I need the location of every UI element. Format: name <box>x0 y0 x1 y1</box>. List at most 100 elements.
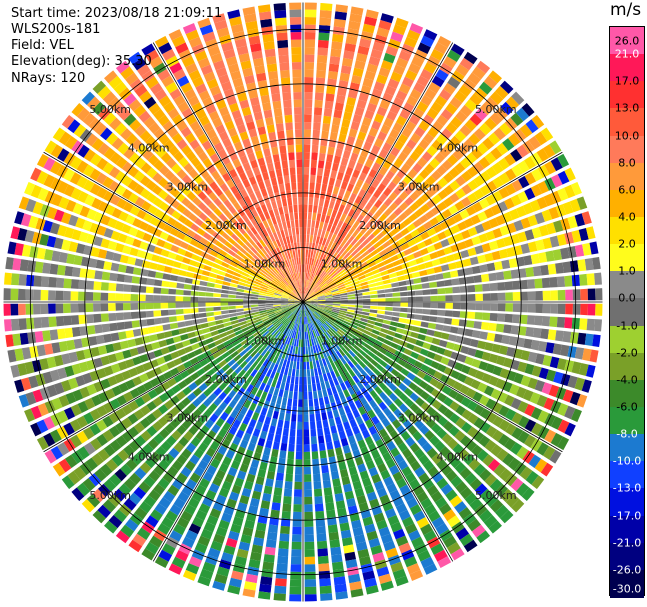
velocity-gate <box>214 159 224 170</box>
velocity-gate <box>153 108 166 121</box>
velocity-gate <box>194 377 204 387</box>
velocity-gate <box>33 275 42 287</box>
velocity-gate <box>176 169 187 180</box>
velocity-gate <box>304 287 306 295</box>
velocity-gate <box>260 313 268 318</box>
velocity-gate <box>229 261 238 268</box>
velocity-gate <box>319 10 332 19</box>
velocity-gate <box>542 290 551 301</box>
velocity-gate <box>324 308 332 312</box>
velocity-gate <box>355 268 363 275</box>
velocity-gate <box>172 335 182 343</box>
velocity-gate <box>357 548 370 559</box>
velocity-gate <box>313 197 319 206</box>
velocity-gate <box>526 315 536 325</box>
velocity-gate <box>347 235 355 244</box>
velocity-gate <box>314 228 319 236</box>
velocity-gate <box>245 241 253 249</box>
velocity-gate <box>331 554 343 563</box>
colorbar-segment <box>610 434 644 462</box>
velocity-gate <box>259 326 267 333</box>
velocity-gate <box>194 542 208 554</box>
velocity-gate <box>171 210 182 220</box>
velocity-gate <box>316 319 322 327</box>
velocity-gate <box>518 326 527 336</box>
velocity-gate <box>329 315 337 321</box>
velocity-gate <box>138 110 151 123</box>
velocity-gate <box>318 269 324 277</box>
velocity-gate <box>524 229 535 241</box>
velocity-gate <box>298 197 303 205</box>
velocity-gate <box>269 242 276 250</box>
velocity-gate <box>258 308 267 312</box>
velocity-gate <box>248 259 257 267</box>
velocity-gate <box>374 456 384 466</box>
velocity-gate <box>262 237 269 246</box>
velocity-gate <box>390 321 399 327</box>
velocity-gate <box>188 36 202 48</box>
velocity-gate <box>253 483 263 493</box>
velocity-gate <box>149 359 159 369</box>
velocity-gate <box>103 444 116 457</box>
velocity-gate <box>234 268 243 275</box>
velocity-gate <box>230 134 241 144</box>
velocity-gate <box>525 326 535 337</box>
velocity-gate <box>373 325 382 332</box>
velocity-gate <box>211 423 221 434</box>
velocity-gate <box>473 463 486 476</box>
velocity-gate <box>303 302 309 308</box>
velocity-gate <box>479 184 491 196</box>
velocity-gate <box>381 323 390 330</box>
velocity-gate <box>266 226 273 235</box>
velocity-gate <box>408 213 418 222</box>
velocity-gate <box>110 262 120 272</box>
velocity-gate <box>256 322 264 328</box>
velocity-gate <box>361 288 370 293</box>
velocity-gate <box>70 291 79 301</box>
velocity-gate <box>275 357 282 365</box>
velocity-gate <box>273 372 280 381</box>
velocity-gate <box>132 238 142 248</box>
velocity-gate <box>260 269 268 276</box>
velocity-gate <box>240 323 248 330</box>
velocity-gate <box>565 303 573 315</box>
velocity-gate <box>284 277 290 285</box>
velocity-gate <box>316 277 322 285</box>
velocity-gate <box>438 256 448 265</box>
velocity-gate <box>589 241 599 255</box>
velocity-gate <box>215 176 225 187</box>
velocity-gate <box>398 382 408 392</box>
velocity-gate <box>422 289 431 295</box>
velocity-gate <box>422 342 432 350</box>
velocity-gate <box>463 512 477 526</box>
velocity-gate <box>417 263 426 271</box>
velocity-gate <box>503 270 512 280</box>
velocity-gate <box>440 464 453 476</box>
velocity-gate <box>239 406 248 416</box>
velocity-gate <box>35 373 46 387</box>
velocity-gate <box>267 162 275 172</box>
velocity-gate <box>382 159 392 170</box>
velocity-gate <box>400 307 408 313</box>
velocity-gate <box>340 306 348 309</box>
velocity-gate <box>366 63 378 74</box>
velocity-gate <box>188 523 201 535</box>
velocity-gate <box>434 440 446 452</box>
velocity-gate <box>291 292 298 298</box>
velocity-gate <box>318 318 325 325</box>
velocity-gate <box>288 303 296 306</box>
velocity-gate <box>499 122 512 136</box>
velocity-gate <box>374 113 385 124</box>
velocity-gate <box>262 171 270 181</box>
velocity-gate <box>292 346 296 354</box>
velocity-gate <box>400 227 410 236</box>
velocity-gate <box>175 401 186 412</box>
velocity-gate <box>431 411 443 422</box>
velocity-gate <box>413 320 422 327</box>
velocity-gate <box>580 288 588 301</box>
velocity-gate <box>323 264 330 272</box>
velocity-gate <box>127 426 139 438</box>
velocity-gate <box>285 276 291 284</box>
velocity-gate <box>327 240 334 249</box>
velocity-gate <box>283 318 289 326</box>
